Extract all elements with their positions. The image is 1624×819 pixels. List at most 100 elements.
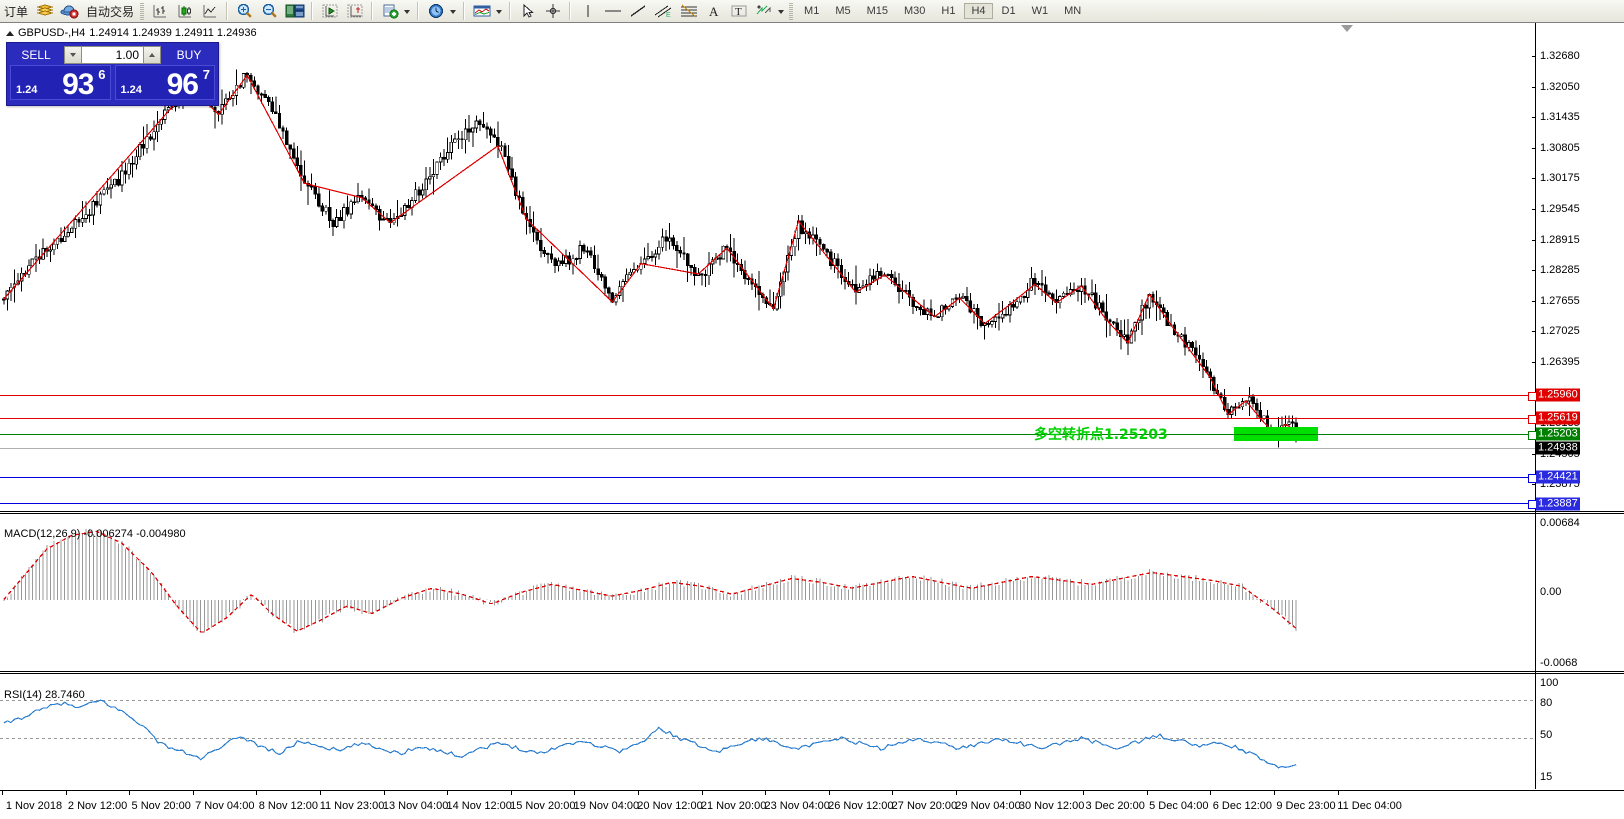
text-a-icon[interactable]: A	[701, 1, 726, 21]
vertical-line-icon[interactable]	[575, 1, 600, 21]
one-click-trading-panel[interactable]: SELL 1.00 BUY 1.24 93 6 1.24 96 7	[6, 42, 219, 106]
collapse-triangle-icon[interactable]	[6, 30, 14, 36]
volume-input[interactable]: 1.00	[82, 46, 143, 64]
current-price-tag: 1.24938	[1536, 441, 1580, 455]
indicators-dropdown-icon[interactable]	[404, 10, 411, 14]
time-tick-label: 5 Nov 20:00	[131, 800, 191, 812]
volume-increase-button[interactable]	[143, 46, 161, 64]
current-price-line	[0, 448, 1535, 449]
zoom-out-icon[interactable]	[257, 1, 282, 21]
time-tick-mark	[892, 791, 894, 795]
crosshair-icon[interactable]	[540, 1, 565, 21]
timeframe-m5[interactable]: M5	[835, 5, 851, 17]
chart-scroll-marker[interactable]	[1341, 25, 1353, 32]
fibonacci-icon[interactable]	[676, 1, 701, 21]
order-book-icon[interactable]	[32, 1, 57, 21]
templates-icon[interactable]	[469, 1, 494, 21]
macd-pane[interactable]	[0, 515, 1535, 670]
line-chart-icon[interactable]	[197, 1, 222, 21]
sell-label[interactable]: SELL	[21, 48, 51, 62]
buy-label[interactable]: BUY	[176, 48, 202, 62]
support-line-1[interactable]	[0, 477, 1535, 478]
rsi-tick-label: 80	[1540, 697, 1553, 709]
price-tick-mark	[1532, 300, 1536, 302]
order-panel-top-row: SELL 1.00 BUY	[7, 43, 218, 65]
rsi-tick-label: 15	[1540, 771, 1553, 783]
indicators-icon[interactable]	[377, 1, 402, 21]
time-tick-mark	[320, 791, 321, 795]
cursor-arrow-icon[interactable]	[515, 1, 540, 21]
volume-stepper[interactable]: 1.00	[64, 46, 161, 64]
time-tick-label: 13 Nov 04:00	[382, 800, 449, 812]
auto-scroll-icon[interactable]	[317, 1, 342, 21]
timeframe-mn[interactable]: MN	[1064, 5, 1082, 17]
price-pane[interactable]	[0, 23, 1535, 489]
timeframe-w1[interactable]: W1	[1031, 5, 1049, 17]
time-axis[interactable]: 1 Nov 2018 2 Nov 12:00 5 Nov 20:00 7 Nov 04…	[0, 790, 1624, 819]
candlestick-chart-icon[interactable]	[172, 1, 197, 21]
chart-shift-icon[interactable]	[342, 1, 367, 21]
time-tick-label: 11 Dec 04:00	[1337, 800, 1402, 812]
toolbar-grip[interactable]	[140, 2, 145, 20]
chart-area[interactable]: GBPUSD-,H4 1.24914 1.24939 1.24911 1.249…	[0, 22, 1624, 819]
toolbar-grip-2[interactable]	[789, 2, 794, 20]
time-tick-mark	[2, 791, 3, 795]
time-tick-mark	[956, 791, 957, 795]
price-tick-mark	[1532, 484, 1536, 486]
time-tick-mark	[65, 791, 67, 795]
volume-decrease-button[interactable]	[64, 46, 82, 64]
price-tick-mark	[1532, 239, 1536, 241]
timeframe-h4[interactable]: H4	[964, 3, 993, 19]
periods-clock-icon[interactable]	[423, 1, 448, 21]
time-tick-label: 9 Dec 23:00	[1276, 800, 1336, 812]
pivot-line[interactable]	[0, 434, 1535, 435]
sell-button[interactable]: 1.24 93 6	[10, 65, 111, 101]
timeframe-m30[interactable]: M30	[904, 5, 926, 17]
rsi-pane[interactable]	[0, 675, 1535, 789]
expert-advisor-icon[interactable]	[57, 1, 82, 21]
periods-dropdown-icon[interactable]	[450, 10, 457, 14]
resistance-line-1[interactable]	[0, 395, 1535, 396]
equidistant-channel-icon[interactable]: E	[650, 1, 676, 21]
buy-price-prefix: 1.24	[120, 84, 142, 96]
time-tick-label: 5 Dec 04:00	[1149, 800, 1209, 812]
price-tick-label: 1.27025	[1540, 325, 1580, 338]
horizontal-line-icon[interactable]	[600, 1, 625, 21]
price-tick-label: 1.32680	[1540, 50, 1580, 62]
tile-windows-icon[interactable]	[282, 1, 307, 21]
templates-dropdown-icon[interactable]	[496, 10, 503, 14]
timeframe-d1[interactable]: D1	[1001, 5, 1016, 17]
time-tick-label: 3 Dec 20:00	[1085, 800, 1145, 812]
resistance-line-2[interactable]	[0, 418, 1535, 419]
price-axis[interactable]: 1.32680 1.32050 1.31435 1.30805 1.30175 1.295…	[1532, 23, 1624, 789]
time-tick-label: 6 Dec 12:00	[1212, 800, 1273, 812]
svg-text:T: T	[735, 6, 742, 18]
bar-chart-icon[interactable]	[147, 1, 172, 21]
orders-label[interactable]: 订单	[4, 4, 29, 19]
time-tick-mark	[701, 791, 703, 795]
time-tick-label: 2 Nov 12:00	[67, 800, 128, 812]
chevron-down-icon	[70, 53, 76, 57]
price-tick-label: 1.30805	[1540, 141, 1580, 154]
macd-tick-label: 0.00	[1540, 586, 1562, 598]
trendline-icon[interactable]	[625, 1, 650, 21]
text-label-icon[interactable]: T	[726, 1, 751, 21]
time-tick-mark	[1210, 791, 1212, 795]
arrows-dropdown-icon[interactable]	[778, 10, 785, 14]
pane-separator-macd-2	[0, 513, 1624, 514]
time-tick-label: 14 Nov 12:00	[446, 800, 512, 812]
time-tick-mark	[256, 791, 258, 795]
timeframe-h1[interactable]: H1	[941, 5, 956, 17]
time-tick-mark	[383, 791, 385, 795]
buy-button[interactable]: 1.24 96 7	[114, 65, 215, 101]
time-tick-label: 19 Nov 04:00	[573, 800, 640, 812]
toolbar-separator-3	[371, 2, 374, 20]
time-tick-mark	[1274, 791, 1275, 795]
timeframe-m15[interactable]: M15	[866, 5, 888, 17]
autotrade-label[interactable]: 自动交易	[86, 4, 135, 19]
timeframe-m1[interactable]: M1	[804, 5, 820, 17]
arrows-icon[interactable]	[751, 1, 776, 21]
support-line-2[interactable]	[0, 503, 1535, 504]
zoom-in-icon[interactable]	[232, 1, 257, 21]
price-tick-mark	[1532, 362, 1536, 363]
